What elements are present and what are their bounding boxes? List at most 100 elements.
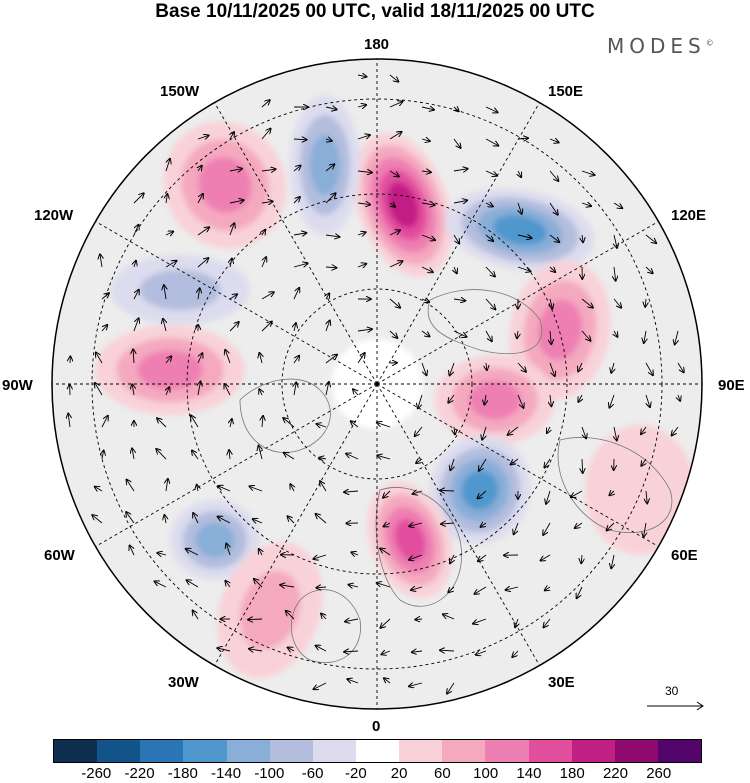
wind-vector: [101, 293, 109, 300]
wind-vector: [319, 458, 327, 459]
wind-vector: [347, 679, 359, 683]
wind-vector: [614, 426, 617, 440]
anomaly-positive-europe: [394, 518, 426, 562]
wind-vector: [607, 522, 615, 530]
wind-vector: [218, 517, 231, 524]
wind-vector: [293, 233, 306, 235]
wind-vector: [325, 267, 336, 268]
wind-vector: [415, 426, 423, 436]
anomaly-positive-india: [585, 425, 695, 555]
wind-vector: [582, 458, 583, 473]
wind-vector: [326, 321, 330, 332]
wind-vector: [157, 418, 167, 428]
wind-vector: [549, 202, 558, 215]
colorbar-tick-label: -140: [211, 765, 242, 782]
wind-vector: [541, 554, 551, 561]
wind-vector: [351, 552, 359, 555]
anomaly-negative-canada: [139, 269, 221, 311]
wind-vector: [389, 102, 403, 108]
wind-vector: [165, 261, 177, 268]
colorbar-segment: [485, 740, 529, 762]
wind-vector: [230, 259, 232, 268]
colorbar-segment: [269, 740, 313, 762]
colorbar-segment: [399, 740, 443, 762]
wind-vector: [197, 227, 209, 236]
meridian-line: [95, 383, 378, 547]
wind-vector: [229, 223, 234, 236]
wind-vector: [280, 585, 295, 587]
reference-vector-label: 30: [665, 684, 679, 698]
wind-vector: [293, 139, 307, 140]
wind-vector: [321, 614, 326, 620]
colorbar-tick-label: -60: [301, 765, 324, 782]
wind-vector: [550, 298, 552, 308]
wind-vector: [164, 515, 166, 524]
colorbar-segment: [528, 740, 572, 762]
colorbar-tick-label: -220: [124, 765, 155, 782]
wind-vector: [283, 418, 295, 428]
wind-vector: [550, 330, 551, 344]
wind-vector: [357, 353, 365, 364]
anomaly-negative-bering: [309, 134, 341, 196]
wind-vector: [518, 202, 522, 214]
wind-vector: [225, 581, 230, 588]
wind-vector: [550, 394, 551, 406]
wind-vector: [316, 514, 327, 524]
lon-label-150w: 150W: [160, 83, 200, 100]
wind-vector: [390, 203, 395, 207]
anomaly-negative-east-siberia: [493, 214, 547, 246]
chart-title: Base 10/11/2025 00 UTC, valid 18/11/2025…: [155, 1, 595, 22]
colorbar-segment: [312, 740, 356, 762]
wind-vector: [344, 651, 359, 652]
wind-vector: [293, 356, 299, 364]
wind-vector: [262, 230, 265, 235]
wind-vector: [644, 522, 646, 537]
wind-vector: [101, 325, 107, 332]
wind-vector: [453, 299, 465, 301]
wind-vector: [198, 382, 200, 396]
wind-vector: [95, 487, 103, 491]
wind-vector: [133, 193, 144, 204]
wind-vector: [225, 350, 231, 364]
wind-vector: [448, 586, 455, 592]
parallel-circle: [186, 193, 568, 575]
wind-vector: [259, 446, 262, 460]
colorbar-segment: [183, 740, 227, 762]
anomaly-positive-western-russia: [469, 380, 521, 420]
wind-vector: [96, 352, 103, 364]
wind-vector: [294, 323, 296, 332]
wind-vector: [165, 356, 171, 364]
lon-label-0: 0: [372, 718, 381, 735]
wind-vector: [157, 553, 167, 555]
wind-vector: [578, 394, 582, 402]
wind-vector: [357, 75, 366, 77]
wind-vector: [230, 419, 232, 428]
brand-mark: ©: [705, 38, 714, 48]
wind-vector: [613, 298, 621, 308]
wind-vector: [293, 263, 307, 267]
brand-logo: MODES©: [607, 34, 714, 58]
wind-vector: [186, 549, 199, 556]
wind-vector: [421, 171, 431, 172]
wind-vector: [484, 394, 486, 405]
colorbar-tick-label: -100: [254, 765, 285, 782]
wind-vector: [485, 203, 493, 206]
wind-vector: [126, 480, 135, 492]
wind-vector: [614, 330, 617, 337]
wind-vector: [514, 522, 519, 534]
wind-vector: [421, 139, 430, 141]
wind-vector: [482, 426, 486, 440]
wind-vector: [413, 491, 423, 494]
wind-vector: [440, 490, 455, 491]
lon-label-60e: 60E: [671, 547, 698, 564]
meridian-line: [214, 102, 378, 385]
wind-vector: [409, 554, 423, 560]
wind-vector: [320, 481, 327, 492]
wind-vector: [284, 453, 295, 460]
wind-vector: [450, 458, 454, 470]
wind-vector: [262, 257, 266, 268]
wind-vector: [448, 394, 455, 403]
wind-vector: [261, 201, 273, 203]
wind-vector: [259, 549, 262, 556]
